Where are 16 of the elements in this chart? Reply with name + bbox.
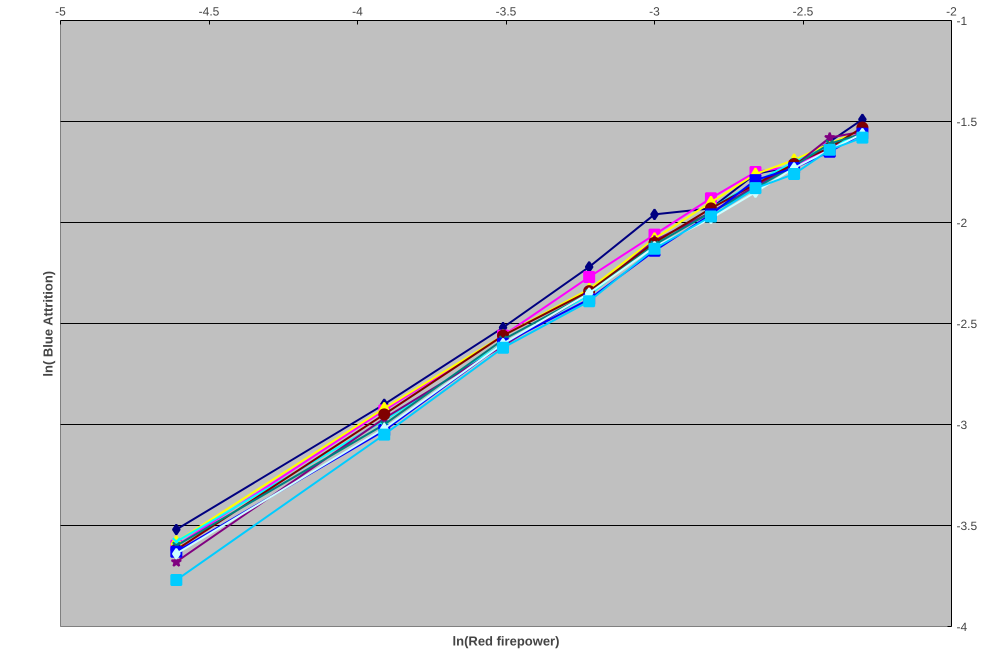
y-tick-label: -3 (956, 418, 968, 432)
y-tick-label: -4 (956, 620, 968, 634)
y-tick-label: -3.5 (956, 519, 978, 533)
y-axis-title: ln( Blue Attrition) (40, 270, 56, 377)
x-tick-label: -2.5 (792, 4, 814, 18)
y-tick-label: -2 (956, 216, 968, 230)
x-tick-label: -4.5 (198, 4, 220, 18)
x-tick-label: -4 (352, 4, 364, 18)
x-tick-label: -3 (649, 4, 660, 18)
x-tick-label: -3.5 (496, 4, 517, 18)
x-tick-label: -2 (946, 4, 958, 18)
y-tick-label: -1.5 (956, 115, 978, 129)
y-tick-label: -1 (956, 14, 968, 28)
x-axis-title: ln(Red firepower) (452, 634, 560, 648)
x-tick-label: -5 (55, 4, 66, 18)
y-tick-label: -2.5 (956, 317, 978, 331)
